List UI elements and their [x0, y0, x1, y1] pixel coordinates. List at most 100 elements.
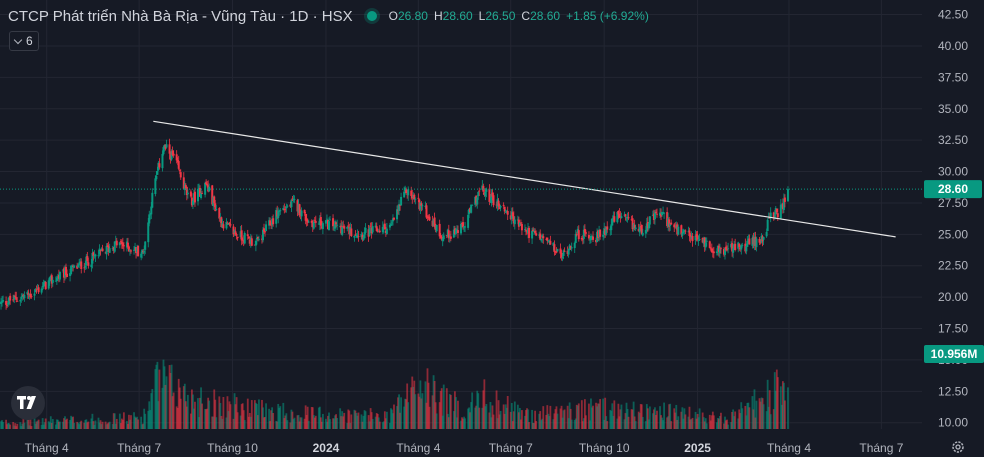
- candle-body: [134, 247, 137, 251]
- volume-bar: [154, 369, 157, 429]
- volume-bar: [604, 397, 607, 429]
- candle-body: [603, 228, 606, 234]
- candle-body: [419, 202, 422, 210]
- candle-body: [573, 242, 576, 249]
- tradingview-logo-icon[interactable]: [11, 386, 45, 420]
- candle-body: [461, 222, 464, 224]
- candle-body: [162, 147, 165, 155]
- candle-body: [115, 240, 118, 246]
- candle-body: [227, 222, 230, 225]
- candle-body: [360, 234, 363, 238]
- candle-body: [624, 214, 627, 217]
- candle-body: [292, 198, 295, 201]
- volume-bar: [504, 404, 507, 429]
- candle-body: [632, 224, 635, 229]
- candle-body: [747, 239, 750, 241]
- volume-bar: [448, 394, 451, 429]
- volume-bar: [284, 415, 287, 429]
- candle-body: [140, 253, 143, 258]
- volume-bar: [121, 419, 124, 429]
- candle-body: [762, 237, 765, 240]
- volume-bar: [112, 413, 115, 429]
- candle-body: [382, 224, 385, 229]
- volume-bar: [197, 398, 199, 429]
- volume-bar: [392, 413, 394, 429]
- settings-gear-icon[interactable]: [951, 440, 965, 454]
- volume-bar: [761, 398, 764, 429]
- candle-body: [178, 170, 181, 171]
- candle-body: [683, 230, 686, 232]
- volume-bar: [56, 419, 59, 429]
- volume-bar: [645, 404, 648, 429]
- volume-bar: [15, 426, 18, 429]
- volume-bar: [573, 420, 576, 429]
- volume-bar: [9, 424, 12, 429]
- candle-body: [43, 280, 46, 283]
- volume-bar: [115, 418, 118, 429]
- volume-bar: [360, 414, 363, 429]
- candle-body: [253, 244, 256, 246]
- volume-bar: [13, 425, 16, 429]
- volume-bar: [755, 400, 758, 429]
- candle-body: [547, 241, 550, 243]
- candle-body: [201, 192, 204, 194]
- volume-bar: [94, 420, 97, 429]
- candle-body: [335, 222, 338, 225]
- candle-body: [222, 224, 225, 229]
- volume-bar: [36, 420, 39, 429]
- candle-body: [418, 199, 421, 210]
- candle-body: [375, 226, 378, 232]
- candle-body: [782, 199, 785, 210]
- volume-bar: [62, 421, 64, 429]
- candle-body: [65, 266, 68, 276]
- volume-bar: [118, 413, 121, 429]
- volume-bar: [271, 407, 274, 429]
- candle-body: [456, 230, 459, 233]
- y-tick-label: 37.50: [938, 70, 968, 84]
- volume-bar: [576, 405, 579, 429]
- indicators-toggle[interactable]: 6: [9, 31, 39, 51]
- candle-body: [759, 241, 762, 243]
- candle-body: [321, 223, 324, 230]
- candle-body: [640, 224, 643, 235]
- volume-bar: [610, 410, 613, 429]
- candle-body: [303, 209, 306, 214]
- volume-bar: [191, 389, 193, 429]
- volume-bar: [404, 398, 407, 429]
- volume-bar: [563, 409, 566, 429]
- volume-bar: [206, 408, 209, 429]
- candle-body: [598, 230, 601, 238]
- candle-body: [92, 252, 95, 257]
- candle-body: [165, 144, 168, 148]
- volume-bar: [787, 387, 789, 429]
- candle-body: [192, 193, 195, 202]
- candle-body: [548, 239, 551, 241]
- candle-body: [232, 226, 235, 235]
- candles: [0, 138, 789, 310]
- candle-body: [698, 239, 701, 240]
- volume-bar: [616, 418, 619, 429]
- volume-bar: [765, 411, 768, 429]
- candle-body: [754, 237, 757, 247]
- volume-bar: [390, 408, 392, 429]
- volume-bar: [296, 415, 299, 429]
- symbol-title[interactable]: CTCP Phát triển Nhà Bà Rịa - Vũng Tàu · …: [8, 7, 353, 25]
- volume-bar: [511, 421, 514, 429]
- volume-bar: [354, 410, 357, 429]
- volume-bar: [783, 382, 785, 429]
- candle-body: [546, 237, 549, 241]
- volume-bar: [235, 397, 238, 429]
- y-tick-label: 22.50: [938, 259, 968, 273]
- volume-bar: [731, 411, 734, 429]
- volume-bar: [151, 389, 154, 429]
- volume-bar: [333, 418, 335, 429]
- candle-body: [269, 220, 272, 226]
- volume-bar: [619, 409, 622, 429]
- candle-body: [475, 195, 478, 204]
- candle-body: [205, 182, 208, 185]
- candle-body: [630, 219, 633, 221]
- volume-bar: [660, 415, 662, 429]
- candle-body: [783, 197, 786, 202]
- candle-body: [596, 231, 599, 243]
